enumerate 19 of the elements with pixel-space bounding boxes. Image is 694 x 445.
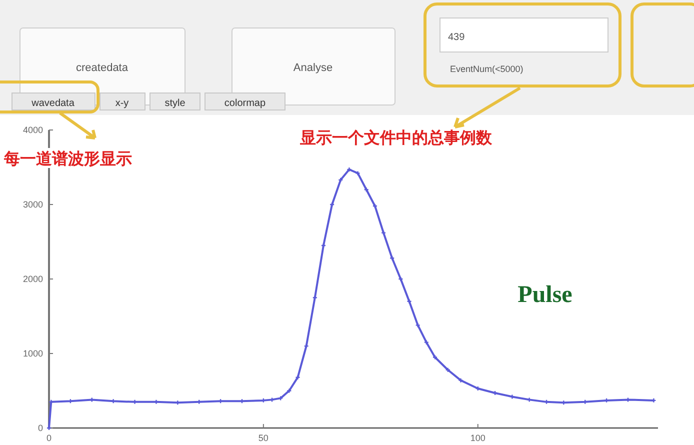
y-tick-label: 2000 — [22, 274, 43, 284]
text: Analyse — [293, 62, 333, 74]
y-tick-label: 1000 — [22, 348, 43, 358]
annotation: 每一道谱波形显示 — [3, 150, 132, 168]
text: colormap — [224, 98, 266, 109]
text: style — [164, 98, 186, 109]
text: createdata — [76, 62, 129, 74]
annotation: 显示一个文件中的总事例数 — [299, 129, 493, 147]
text: wavedata — [30, 98, 75, 109]
annotation: Pulse — [518, 282, 573, 308]
y-tick-label: 3000 — [22, 200, 43, 210]
x-tick-label: 100 — [470, 433, 486, 443]
text: EventNum(<5000) — [450, 64, 524, 74]
x-tick-label: 0 — [46, 433, 52, 443]
x-tick-label: 50 — [258, 433, 268, 443]
text: x-y — [115, 98, 129, 109]
text: 439 — [448, 32, 466, 43]
y-tick-label: 4000 — [22, 125, 43, 135]
y-tick-label: 0 — [38, 423, 43, 433]
